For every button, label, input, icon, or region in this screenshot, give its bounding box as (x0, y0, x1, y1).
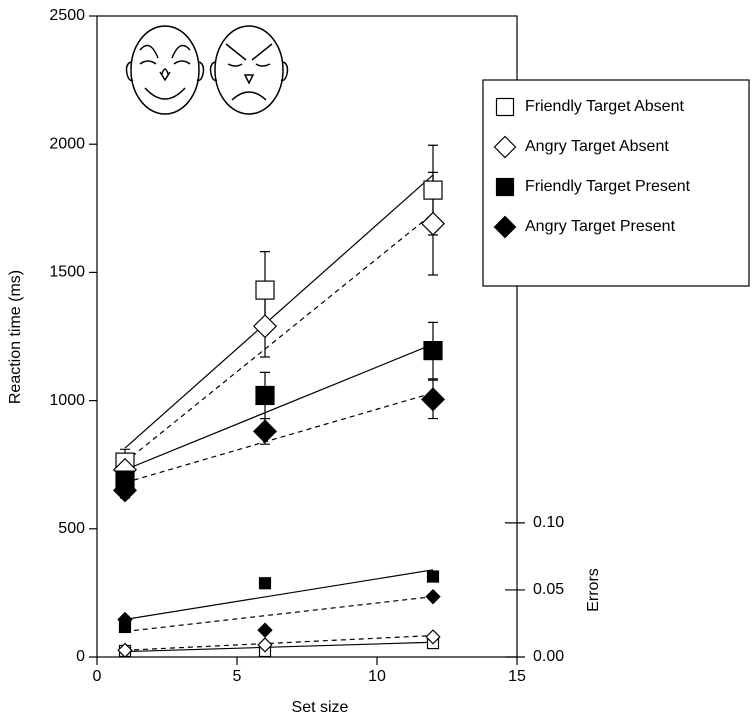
marker (255, 280, 275, 300)
fit-line (124, 174, 434, 449)
marker (252, 419, 278, 444)
marker (425, 629, 441, 645)
x-tick-label: 15 (508, 668, 526, 685)
legend-marker (495, 97, 515, 117)
legend-marker (495, 177, 515, 197)
marker (255, 385, 275, 406)
y2-tick-label: 0.05 (533, 581, 564, 598)
marker (117, 642, 133, 658)
y-tick-label: 2000 (49, 135, 85, 152)
marker (425, 588, 441, 605)
marker (420, 211, 446, 236)
marker (257, 622, 273, 638)
y2-tick-label: 0.00 (533, 648, 564, 665)
y2-tick-label: 0.10 (533, 514, 564, 531)
y2-axis-label: Errors (585, 568, 602, 612)
marker (420, 387, 446, 412)
error-rate-fit-line (124, 596, 434, 633)
x-axis-label: Set size (292, 699, 349, 716)
legend-label: Friendly Target Present (525, 178, 691, 195)
fit-line (124, 212, 434, 463)
y-tick-label: 500 (58, 520, 85, 537)
marker (426, 570, 440, 583)
fit-line (124, 343, 434, 471)
x-tick-label: 10 (368, 668, 386, 685)
marker (423, 341, 443, 361)
marker (258, 577, 272, 590)
error-rate-fit-line (124, 641, 434, 653)
legend-label: Friendly Target Absent (525, 98, 684, 115)
error-rate-fit-line (124, 634, 434, 651)
marker (257, 637, 273, 653)
y-tick-label: 1500 (49, 264, 85, 281)
legend-box (482, 79, 750, 287)
marker (117, 611, 133, 628)
error-rate-fit-line (124, 569, 434, 621)
marker (252, 314, 278, 339)
marker (112, 478, 138, 503)
x-tick-label: 0 (93, 668, 102, 685)
y-tick-label: 0 (76, 648, 85, 665)
y-axis-label: Reaction time (ms) (7, 270, 24, 404)
legend-marker (493, 135, 517, 159)
legend-label: Angry Target Present (525, 218, 676, 235)
plot-frame (96, 15, 518, 658)
y-tick-label: 2500 (49, 7, 85, 24)
x-tick-label: 5 (233, 668, 242, 685)
face-icons (125, 25, 289, 115)
legend-marker (493, 215, 517, 239)
marker (423, 180, 443, 200)
legend-label: Angry Target Absent (525, 138, 669, 155)
y-tick-label: 1000 (49, 392, 85, 409)
